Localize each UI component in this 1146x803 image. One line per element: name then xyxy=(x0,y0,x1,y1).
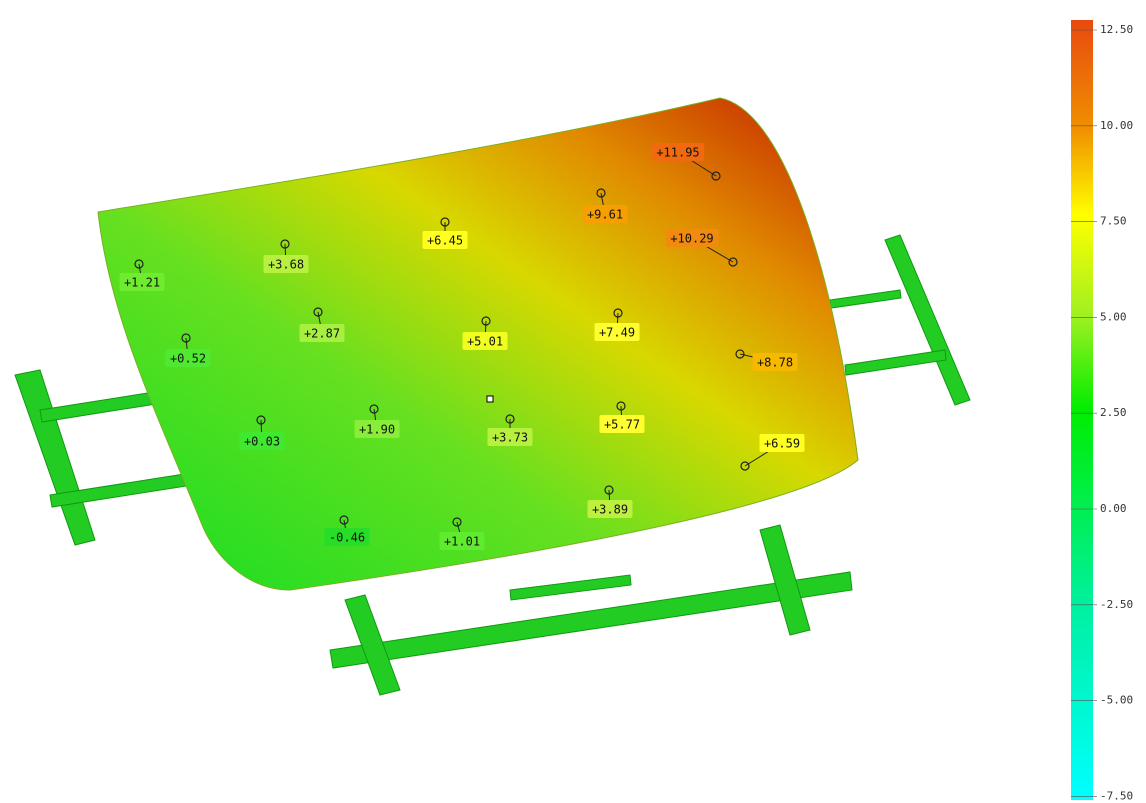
scale-label: 12.50 xyxy=(1100,23,1133,36)
probe-pin xyxy=(613,308,623,318)
deviation-label: +7.49 xyxy=(599,326,635,340)
deviation-label: +1.21 xyxy=(124,276,160,290)
deviation-label: +3.73 xyxy=(492,431,528,445)
scale-label: 5.00 xyxy=(1100,310,1127,323)
deviation-label: +9.61 xyxy=(587,208,623,222)
scale-label: 7.50 xyxy=(1100,215,1127,228)
scale-label: -7.50 xyxy=(1100,789,1133,802)
deviation-label: +5.01 xyxy=(467,335,503,349)
scale-label: -5.00 xyxy=(1100,694,1133,707)
label-box xyxy=(165,349,211,367)
deviation-label: +5.77 xyxy=(604,418,640,432)
label-box xyxy=(439,532,485,550)
probe-pin xyxy=(481,316,491,326)
label-box xyxy=(599,415,645,433)
label-box xyxy=(594,323,640,341)
scale-label: -2.50 xyxy=(1100,598,1133,611)
deviation-label: +11.95 xyxy=(656,146,699,160)
probe-pin xyxy=(711,171,721,181)
deviation-label: +0.03 xyxy=(244,435,280,449)
probe-pin xyxy=(440,217,450,227)
label-box xyxy=(759,434,805,452)
deviation-label: +1.90 xyxy=(359,423,395,437)
deviation-label: +6.45 xyxy=(427,234,463,248)
scale-label: 10.00 xyxy=(1100,119,1133,132)
probe-pin xyxy=(339,515,349,525)
probe-pin xyxy=(280,239,290,249)
probe-pin xyxy=(134,259,144,269)
deviation-label: +3.89 xyxy=(592,503,628,517)
label-box xyxy=(239,432,285,450)
probe-pin xyxy=(596,188,606,198)
probe-pin xyxy=(728,257,738,267)
label-box xyxy=(651,143,705,161)
deviation-label: +0.52 xyxy=(170,352,206,366)
label-box xyxy=(324,528,370,546)
label-box xyxy=(665,229,719,247)
label-box xyxy=(422,231,468,249)
deviation-label: +3.68 xyxy=(268,258,304,272)
label-box xyxy=(354,420,400,438)
label-box xyxy=(752,353,798,371)
probe-pin xyxy=(452,517,462,527)
probe-pin xyxy=(369,404,379,414)
probe-pin xyxy=(256,415,266,425)
label-box xyxy=(299,324,345,342)
deviation-label: +2.87 xyxy=(304,327,340,341)
label-box xyxy=(119,273,165,291)
scale-label: 0.00 xyxy=(1100,502,1127,515)
probe-pin xyxy=(740,461,750,471)
label-box xyxy=(462,332,508,350)
label-box xyxy=(263,255,309,273)
probe-pin xyxy=(313,307,323,317)
probe-pin xyxy=(505,414,515,424)
probe-pin xyxy=(616,401,626,411)
cursor xyxy=(486,395,494,403)
deviation-label: +8.78 xyxy=(757,356,793,370)
probe-pin xyxy=(181,333,191,343)
probe-pin xyxy=(604,485,614,495)
deviation-label: +10.29 xyxy=(670,232,713,246)
color-scale xyxy=(1071,20,1093,800)
scale-label: 2.50 xyxy=(1100,406,1127,419)
label-box xyxy=(487,428,533,446)
deviation-label: -0.46 xyxy=(329,531,365,545)
probe-pin xyxy=(735,349,745,359)
label-box xyxy=(582,205,628,223)
deviation-label: +1.01 xyxy=(444,535,480,549)
label-box xyxy=(587,500,633,518)
deviation-label: +6.59 xyxy=(764,437,800,451)
